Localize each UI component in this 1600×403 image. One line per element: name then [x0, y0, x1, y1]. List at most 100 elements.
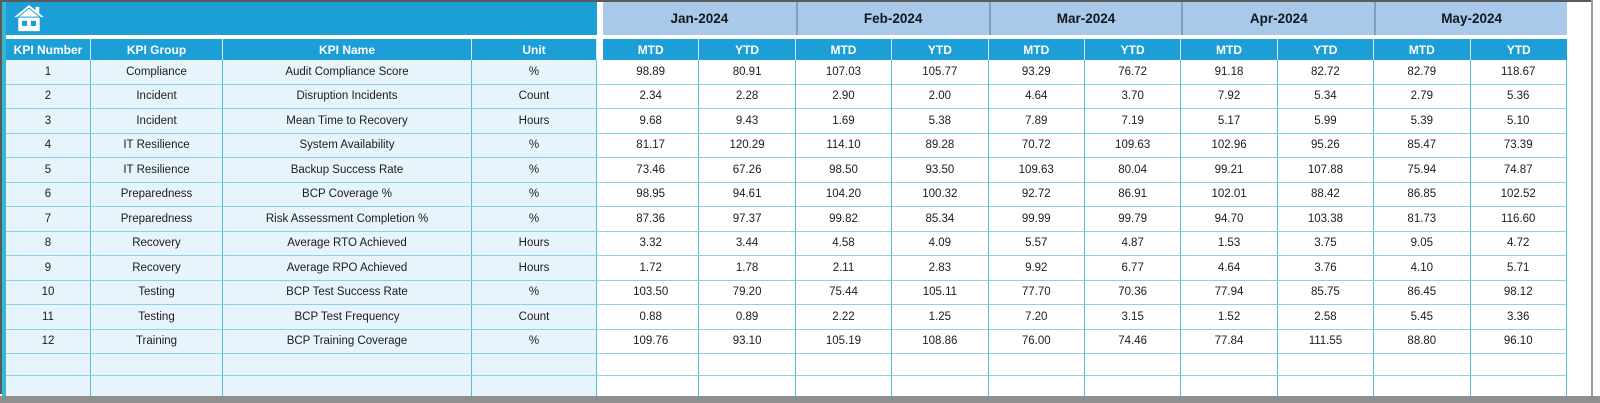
cell-value[interactable]: 91.18 — [1181, 60, 1278, 84]
col-header-kpi-name[interactable]: KPI Name — [223, 39, 472, 60]
cell-kpi-name[interactable]: Mean Time to Recovery — [223, 109, 472, 133]
col-header-unit[interactable]: Unit — [472, 39, 597, 60]
cell-value[interactable]: 74.87 — [1470, 158, 1567, 182]
cell-value[interactable]: 4.64 — [1181, 256, 1278, 280]
cell-value[interactable]: 76.72 — [1084, 60, 1182, 84]
cell-kpi-number[interactable]: 8 — [6, 231, 91, 255]
empty-cell-value[interactable] — [1277, 376, 1375, 397]
cell-value[interactable]: 3.44 — [699, 231, 796, 255]
cell-value[interactable]: 96.10 — [1470, 329, 1567, 353]
col-header-ytd[interactable]: YTD — [699, 39, 796, 60]
cell-unit[interactable]: Count — [472, 305, 597, 329]
cell-value[interactable]: 93.50 — [892, 158, 989, 182]
cell-value[interactable]: 99.99 — [988, 207, 1085, 231]
col-header-ytd[interactable]: YTD — [892, 39, 989, 60]
cell-value[interactable]: 77.84 — [1181, 329, 1278, 353]
home-button[interactable] — [6, 2, 597, 35]
empty-cell-value[interactable] — [892, 376, 989, 397]
empty-cell-kpi-name[interactable] — [223, 354, 472, 375]
col-header-kpi-group[interactable]: KPI Group — [91, 39, 223, 60]
empty-cell-value[interactable] — [699, 354, 796, 375]
col-header-mtd[interactable]: MTD — [603, 39, 700, 60]
cell-kpi-name[interactable]: Backup Success Rate — [223, 158, 472, 182]
cell-value[interactable]: 100.32 — [892, 182, 989, 206]
cell-value[interactable]: 102.01 — [1181, 182, 1278, 206]
cell-value[interactable]: 81.73 — [1374, 207, 1471, 231]
empty-cell-value[interactable] — [1374, 376, 1471, 397]
cell-value[interactable]: 104.20 — [795, 182, 893, 206]
col-header-ytd[interactable]: YTD — [1084, 39, 1182, 60]
cell-unit[interactable]: Hours — [472, 256, 597, 280]
empty-cell-value[interactable] — [892, 354, 989, 375]
cell-value[interactable]: 5.71 — [1470, 256, 1567, 280]
cell-value[interactable]: 109.63 — [1084, 133, 1182, 157]
cell-kpi-name[interactable]: Disruption Incidents — [223, 84, 472, 108]
empty-cell-value[interactable] — [1181, 376, 1278, 397]
cell-value[interactable]: 5.10 — [1470, 109, 1567, 133]
cell-value[interactable]: 5.34 — [1277, 84, 1375, 108]
cell-kpi-number[interactable]: 2 — [6, 84, 91, 108]
cell-value[interactable]: 98.95 — [603, 182, 700, 206]
cell-value[interactable]: 107.03 — [795, 60, 893, 84]
empty-cell-kpi-group[interactable] — [91, 354, 223, 375]
cell-unit[interactable]: % — [472, 207, 597, 231]
cell-value[interactable]: 0.89 — [699, 305, 796, 329]
cell-value[interactable]: 85.34 — [892, 207, 989, 231]
empty-cell-kpi-name[interactable] — [223, 376, 472, 397]
cell-value[interactable]: 3.70 — [1084, 84, 1182, 108]
cell-value[interactable]: 4.72 — [1470, 231, 1567, 255]
empty-cell-value[interactable] — [1084, 354, 1182, 375]
cell-value[interactable]: 114.10 — [795, 133, 893, 157]
cell-value[interactable]: 4.09 — [892, 231, 989, 255]
cell-value[interactable]: 3.15 — [1084, 305, 1182, 329]
cell-value[interactable]: 99.79 — [1084, 207, 1182, 231]
cell-value[interactable]: 105.11 — [892, 280, 989, 304]
cell-value[interactable]: 94.70 — [1181, 207, 1278, 231]
cell-value[interactable]: 82.72 — [1277, 60, 1375, 84]
cell-value[interactable]: 0.88 — [603, 305, 700, 329]
cell-value[interactable]: 5.38 — [892, 109, 989, 133]
cell-value[interactable]: 2.79 — [1374, 84, 1471, 108]
cell-value[interactable]: 2.34 — [603, 84, 700, 108]
cell-value[interactable]: 7.89 — [988, 109, 1085, 133]
cell-value[interactable]: 2.83 — [892, 256, 989, 280]
cell-kpi-name[interactable]: BCP Coverage % — [223, 182, 472, 206]
empty-cell-value[interactable] — [1084, 376, 1182, 397]
empty-cell-value[interactable] — [603, 376, 700, 397]
empty-cell-value[interactable] — [1181, 354, 1278, 375]
month-header[interactable]: Feb-2024 — [795, 2, 989, 35]
empty-cell-kpi-group[interactable] — [91, 376, 223, 397]
empty-cell-unit[interactable] — [472, 376, 597, 397]
cell-value[interactable]: 70.36 — [1084, 280, 1182, 304]
cell-kpi-group[interactable]: IT Resilience — [91, 133, 223, 157]
cell-value[interactable]: 5.57 — [988, 231, 1085, 255]
cell-value[interactable]: 97.37 — [699, 207, 796, 231]
cell-value[interactable]: 7.20 — [988, 305, 1085, 329]
cell-value[interactable]: 7.92 — [1181, 84, 1278, 108]
cell-value[interactable]: 2.90 — [795, 84, 893, 108]
cell-value[interactable]: 86.85 — [1374, 182, 1471, 206]
cell-kpi-group[interactable]: Recovery — [91, 231, 223, 255]
cell-unit[interactable]: % — [472, 133, 597, 157]
cell-value[interactable]: 99.82 — [795, 207, 893, 231]
cell-value[interactable]: 7.19 — [1084, 109, 1182, 133]
cell-kpi-group[interactable]: Compliance — [91, 60, 223, 84]
cell-value[interactable]: 75.94 — [1374, 158, 1471, 182]
cell-value[interactable]: 108.86 — [892, 329, 989, 353]
cell-value[interactable]: 86.91 — [1084, 182, 1182, 206]
cell-kpi-group[interactable]: Incident — [91, 109, 223, 133]
cell-kpi-number[interactable]: 10 — [6, 280, 91, 304]
cell-unit[interactable]: % — [472, 158, 597, 182]
empty-cell-value[interactable] — [699, 376, 796, 397]
cell-value[interactable]: 2.00 — [892, 84, 989, 108]
cell-kpi-group[interactable]: Preparedness — [91, 182, 223, 206]
cell-value[interactable]: 77.94 — [1181, 280, 1278, 304]
cell-value[interactable]: 1.78 — [699, 256, 796, 280]
cell-value[interactable]: 5.17 — [1181, 109, 1278, 133]
cell-value[interactable]: 3.36 — [1470, 305, 1567, 329]
col-header-mtd[interactable]: MTD — [988, 39, 1085, 60]
cell-kpi-number[interactable]: 12 — [6, 329, 91, 353]
cell-value[interactable]: 92.72 — [988, 182, 1085, 206]
cell-value[interactable]: 1.52 — [1181, 305, 1278, 329]
cell-kpi-name[interactable]: BCP Training Coverage — [223, 329, 472, 353]
